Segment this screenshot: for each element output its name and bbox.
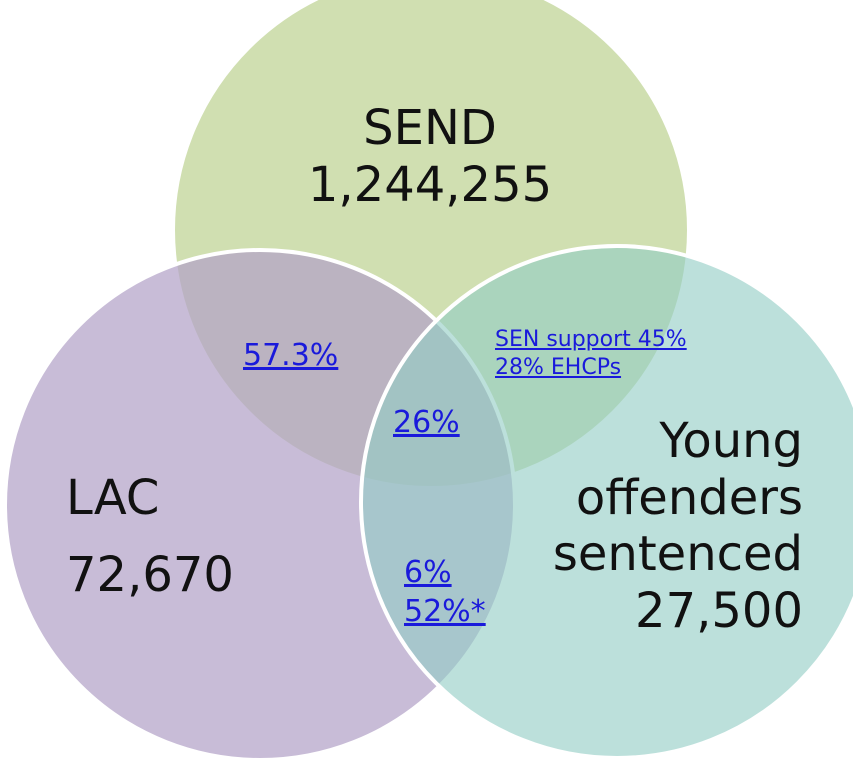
yo-line1: Young	[659, 413, 803, 469]
young-offenders-label: Young offenders sentenced 27,500	[553, 413, 803, 640]
young-offenders-circle	[359, 244, 853, 760]
lac-yo-overlap-link[interactable]: 6% 52%*	[404, 553, 486, 631]
send-label: SEND 1,244,255	[308, 100, 552, 213]
send-yo-overlap-link[interactable]: SEN support 45% 28% EHCPs	[495, 326, 687, 381]
lac-yo-line2[interactable]: 52%*	[404, 594, 486, 629]
lac-label: LAC 72,670	[66, 470, 234, 603]
all-three-overlap-link[interactable]: 26%	[393, 405, 460, 440]
send-yo-line2[interactable]: 28% EHCPs	[495, 354, 622, 380]
send-yo-line1[interactable]: SEN support 45%	[495, 327, 687, 352]
lac-count: 72,670	[66, 546, 234, 603]
send-lac-overlap-link[interactable]: 57.3%	[243, 338, 339, 373]
yo-line3: sentenced	[552, 526, 803, 583]
yo-line2: offenders	[575, 469, 803, 526]
lac-yo-line1[interactable]: 6%	[404, 555, 452, 590]
send-name: SEND	[363, 100, 497, 156]
lac-name: LAC	[66, 470, 160, 526]
yo-count: 27,500	[635, 582, 803, 639]
send-count: 1,244,255	[307, 156, 553, 213]
